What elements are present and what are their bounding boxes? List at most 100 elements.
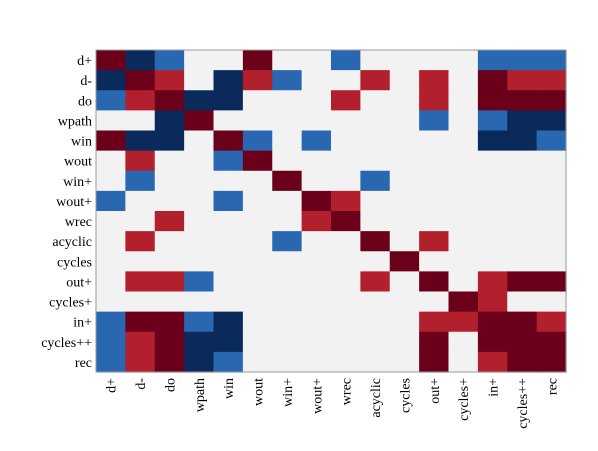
- heatmap-cell-wout-do: [154, 150, 185, 172]
- heatmap-cell-win-wout+: [301, 130, 332, 152]
- heatmap-cell-cycles+-wpath: [184, 291, 215, 313]
- heatmap-cell-wout+-wout+: [301, 190, 332, 212]
- heatmap-cell-wout-cycles+: [448, 150, 479, 172]
- heatmap-cell-win-cycles: [389, 130, 420, 152]
- heatmap-cell-wout+-wrec: [331, 190, 361, 212]
- row-label-wrec: wrec: [65, 215, 92, 230]
- heatmap-cell-wpath-acyclic: [360, 110, 391, 132]
- heatmap-cell-cycles-acyclic: [360, 251, 391, 272]
- heatmap-cell-cycles++-wout: [242, 331, 273, 353]
- heatmap-cell-do-wrec: [331, 90, 361, 111]
- heatmap-cell-wout+-win: [213, 190, 244, 212]
- heatmap-cell-cycles++-win: [213, 331, 244, 353]
- heatmap-cell-cycles+-do: [154, 291, 185, 313]
- heatmap-cell-d--d+: [96, 70, 126, 91]
- heatmap-cell-cycles-win+: [272, 251, 303, 272]
- heatmap-cell-cycles+-acyclic: [360, 291, 391, 313]
- heatmap-cell-wrec-win: [213, 211, 244, 232]
- heatmap-cell-cycles-in+: [477, 251, 508, 272]
- heatmap-cell-in+-do: [154, 311, 185, 333]
- heatmap-cell-cycles-cycles: [389, 251, 420, 272]
- heatmap-cell-d--wout: [242, 70, 273, 91]
- heatmap-cell-wpath-win: [213, 110, 244, 132]
- heatmap-cell-cycles-wrec: [331, 251, 361, 272]
- heatmap-cell-wpath-rec: [536, 110, 567, 132]
- heatmap-cell-wrec-wout: [242, 211, 273, 232]
- heatmap-cell-win+-in+: [477, 170, 508, 192]
- heatmap-cell-in+-cycles: [389, 311, 420, 333]
- plot-frame: [95, 49, 567, 373]
- heatmap-cell-win-in+: [477, 130, 508, 152]
- heatmap-cell-wout+-cycles+: [448, 190, 479, 212]
- heatmap-cell-cycles+-d-: [125, 291, 156, 313]
- heatmap-cell-d+-acyclic: [360, 50, 391, 71]
- heatmap-cell-d+-cycles++: [507, 50, 538, 71]
- heatmap-cell-out+-wout: [242, 271, 273, 293]
- heatmap-cell-cycles-win: [213, 251, 244, 272]
- heatmap-cell-wrec-in+: [477, 211, 508, 232]
- row-tick-labels: d+ d-do wpath win wout win+ wout+ wrec acyclic cy…: [41, 54, 92, 371]
- heatmap-cell-win+-wrec: [331, 170, 361, 192]
- heatmap-cell-win-wrec: [331, 130, 361, 152]
- heatmap-cell-cycles-rec: [536, 251, 567, 272]
- heatmap-cell-rec-win: [213, 351, 244, 373]
- heatmap-cell-cycles++-d-: [125, 331, 156, 353]
- heatmap-cell-do-wpath: [184, 90, 215, 111]
- heatmap-cell-wout+-wout: [242, 190, 273, 212]
- heatmap-cell-d--d-: [125, 70, 156, 91]
- heatmap-cell-win-do: [154, 130, 185, 152]
- column-label-d-: d-: [134, 378, 149, 390]
- heatmap-cell-out+-win+: [272, 271, 303, 293]
- heatmap-cell-in+-rec: [536, 311, 567, 333]
- heatmap-cell-wout-wpath: [184, 150, 215, 172]
- heatmap-cell-cycles++-rec: [536, 331, 567, 353]
- column-label-acyclic: acyclic: [369, 378, 384, 418]
- heatmap-cell-wout-rec: [536, 150, 567, 172]
- heatmap-cell-wrec-cycles: [389, 211, 420, 232]
- heatmap-cell-win-d-: [125, 130, 156, 152]
- heatmap-cell-wrec-d-: [125, 211, 156, 232]
- column-label-rec: rec: [545, 378, 560, 395]
- heatmap-cell-wpath-cycles: [389, 110, 420, 132]
- heatmap-cell-out+-in+: [477, 271, 508, 293]
- heatmap-cell-win-rec: [536, 130, 567, 152]
- row-label-rec: rec: [75, 356, 92, 371]
- column-label-d+: d+: [105, 378, 120, 393]
- heatmap-cell-wpath-d-: [125, 110, 156, 132]
- heatmap-cell-cycles+-win+: [272, 291, 303, 313]
- heatmap-cell-cycles-wout+: [301, 251, 332, 272]
- heatmap-cell-out+-rec: [536, 271, 567, 293]
- heatmap-cell-cycles+-cycles+: [448, 291, 479, 313]
- heatmap-cell-wout-cycles: [389, 150, 420, 172]
- heatmap-cell-rec-cycles: [389, 351, 420, 373]
- heatmap-cell-cycles+-cycles: [389, 291, 420, 313]
- heatmap-cell-d+-wout: [242, 50, 273, 71]
- heatmap-cell-win+-wout+: [301, 170, 332, 192]
- heatmap-cell-wpath-wout+: [301, 110, 332, 132]
- heatmap-cell-win-wpath: [184, 130, 215, 152]
- heatmap-cell-win+-d-: [125, 170, 156, 192]
- heatmap-cell-wout-cycles++: [507, 150, 538, 172]
- heatmap-cell-wout+-wpath: [184, 190, 215, 212]
- heatmap-cell-wout+-rec: [536, 190, 567, 212]
- heatmap-cell-d+-in+: [477, 50, 508, 71]
- heatmap-cell-wpath-out+: [419, 110, 450, 132]
- heatmap-cell-in+-cycles++: [507, 311, 538, 333]
- heatmap-cell-win+-d+: [96, 170, 126, 192]
- heatmap-cell-cycles+-wout+: [301, 291, 332, 313]
- heatmap-cell-acyclic-win+: [272, 231, 303, 252]
- heatmap-cell-do-d+: [96, 90, 126, 111]
- heatmap-cell-wrec-win+: [272, 211, 303, 232]
- heatmap-cell-cycles++-acyclic: [360, 331, 391, 353]
- column-label-win+: win+: [281, 378, 296, 407]
- heatmap-cell-d--cycles: [389, 70, 420, 91]
- heatmap-cell-wout+-do: [154, 190, 185, 212]
- heatmap-cell-d+-d+: [96, 50, 126, 71]
- heatmap-cell-out+-acyclic: [360, 271, 391, 293]
- heatmap-cell-d--win+: [272, 70, 303, 91]
- heatmap-cell-cycles-d+: [96, 251, 126, 272]
- heatmap-cell-win+-do: [154, 170, 185, 192]
- heatmap-cell-do-do: [154, 90, 185, 111]
- heatmap-cell-rec-d-: [125, 351, 156, 373]
